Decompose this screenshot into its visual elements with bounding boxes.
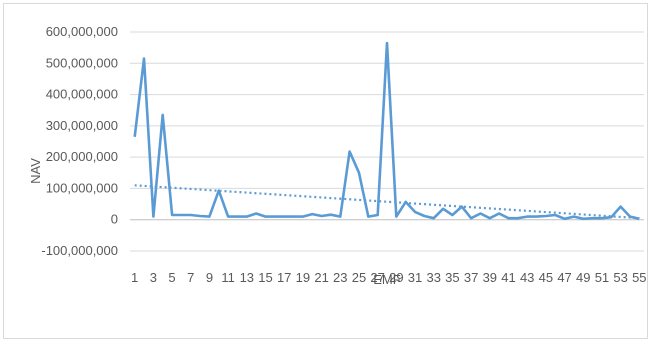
x-tick-label: 45 <box>539 270 553 285</box>
nav-line-chart: 600,000,000 500,000,000 400,000,000 300,000… <box>28 24 647 287</box>
x-tick-label: 31 <box>408 270 422 285</box>
y-tick-label: 300,000,000 <box>46 118 118 133</box>
x-tick-label: 1 <box>131 270 138 285</box>
x-tick-label: 35 <box>445 270 459 285</box>
linear-trendline <box>134 184 640 220</box>
x-tick-label: 11 <box>221 270 235 285</box>
x-tick-label: 55 <box>632 270 646 285</box>
x-tick-label: 43 <box>520 270 534 285</box>
x-tick-label: 9 <box>206 270 213 285</box>
x-tick-label: 17 <box>277 270 291 285</box>
x-tick-label: 33 <box>426 270 440 285</box>
x-tick-label: 25 <box>352 270 366 285</box>
x-tick-label: 51 <box>595 270 609 285</box>
y-tick-label: 400,000,000 <box>46 87 118 102</box>
y-tick-label: 500,000,000 <box>46 55 118 70</box>
x-tick-label: 23 <box>333 270 347 285</box>
nav-series-line <box>133 41 640 221</box>
y-tick-label: 600,000,000 <box>46 24 118 39</box>
x-tick-label: 15 <box>258 270 272 285</box>
x-tick-label: 19 <box>296 270 310 285</box>
y-tick-label: -100,000,000 <box>41 243 118 258</box>
y-tick-label: 100,000,000 <box>46 180 118 195</box>
x-tick-label: 39 <box>483 270 497 285</box>
x-tick-label: 27 <box>370 270 384 285</box>
y-tick-label: 0 <box>111 212 118 227</box>
x-tick-label: 7 <box>187 270 194 285</box>
x-tick-label: 47 <box>557 270 571 285</box>
chart-area: 600,000,000 500,000,000 400,000,000 300,000… <box>3 3 648 339</box>
x-tick-label: 13 <box>240 270 254 285</box>
x-axis-title: EMF <box>373 272 401 287</box>
x-tick-label: 53 <box>613 270 627 285</box>
x-tick-label: 37 <box>464 270 478 285</box>
x-tick-label: 21 <box>314 270 328 285</box>
y-tick-label: 200,000,000 <box>46 149 118 164</box>
x-tick-label: 3 <box>150 270 157 285</box>
x-tick-label: 49 <box>576 270 590 285</box>
x-tick-label: 5 <box>168 270 175 285</box>
y-axis-title: NAV <box>28 158 43 184</box>
x-tick-label: 29 <box>389 270 403 285</box>
x-tick-label: 41 <box>501 270 515 285</box>
